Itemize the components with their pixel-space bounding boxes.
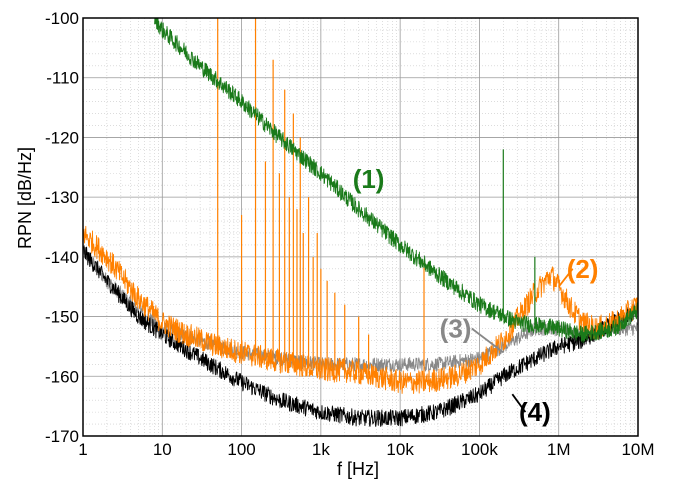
annotation-pointer [511, 393, 527, 413]
y-tick-label: -150 [45, 308, 79, 327]
y-tick-label: -120 [45, 128, 79, 147]
x-tick-labels: 1 10 100 1k 10k 100k 1M 10M [78, 440, 654, 459]
y-tick-label: -100 [45, 9, 79, 28]
annotation-label: (1) [353, 164, 385, 194]
x-tick-label: 1M [547, 440, 571, 459]
series-1 [154, 17, 639, 344]
x-tick-label: 10 [153, 440, 172, 459]
y-axis-label: RPN [dB/Hz] [15, 147, 35, 249]
y-tick-label: -140 [45, 248, 79, 267]
x-tick-label: 1k [312, 440, 330, 459]
y-tick-label: -130 [45, 188, 79, 207]
y-tick-label: -160 [45, 367, 79, 386]
y-tick-label: -170 [45, 427, 79, 446]
x-axis-label: f [Hz] [337, 459, 379, 479]
plot-frame [82, 17, 639, 437]
x-tick-label: 10k [386, 440, 414, 459]
series-line [82, 246, 639, 427]
x-tick-label: 100k [461, 440, 498, 459]
y-tick-labels: -100 -110 -120 -130 -140 -150 -160 -170 [45, 9, 79, 446]
series-line [154, 17, 639, 344]
annotations: (1) (2) (3) (4) [353, 164, 599, 427]
annotation-label: (2) [567, 254, 599, 284]
series-2 [82, 18, 639, 395]
x-tick-label: 10M [621, 440, 654, 459]
x-tick-label: 1 [78, 440, 87, 459]
annotation-pointer [558, 268, 574, 288]
x-tick-label: 100 [227, 440, 255, 459]
y-tick-label: -110 [46, 69, 79, 88]
series-line [82, 225, 639, 395]
annotation-label: (4) [519, 397, 551, 427]
annotation-pointer [471, 327, 504, 354]
annotation-label: (3) [440, 314, 472, 344]
series-4 [82, 246, 639, 427]
series-layer [82, 17, 639, 427]
